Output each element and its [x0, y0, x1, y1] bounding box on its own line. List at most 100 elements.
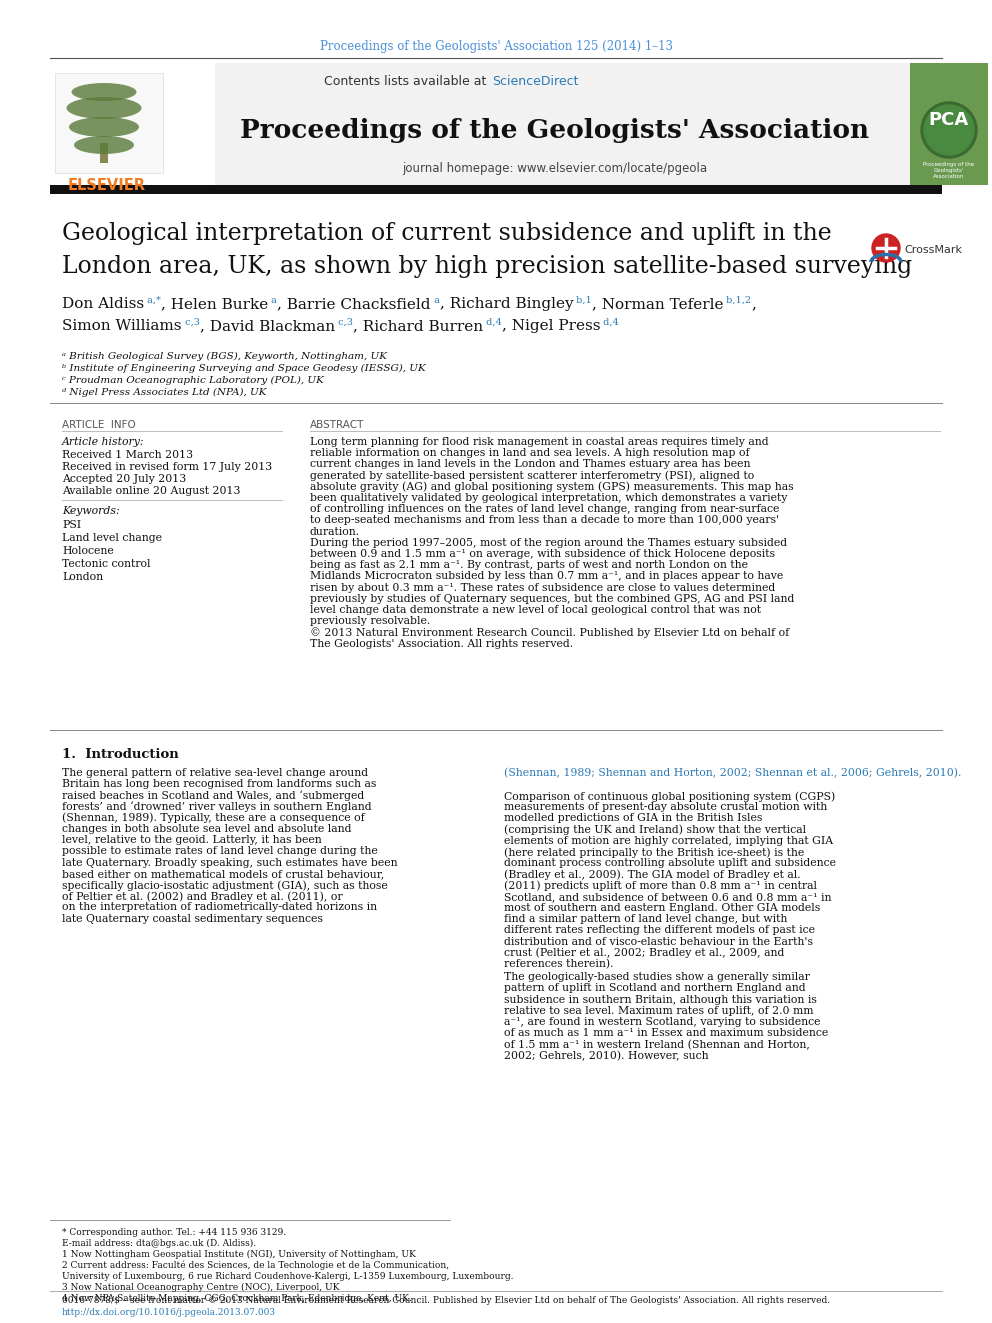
Text: (Shennan, 1989; Shennan and Horton, 2002; Shennan et al., 2006; Gehrels, 2010).: (Shennan, 1989; Shennan and Horton, 2002… — [504, 767, 961, 778]
Text: specifically glacio-isostatic adjustment (GIA), such as those: specifically glacio-isostatic adjustment… — [62, 880, 388, 890]
Circle shape — [924, 105, 974, 155]
Text: distribution and of visco-elastic behaviour in the Earth's: distribution and of visco-elastic behavi… — [504, 937, 813, 946]
Text: late Quaternary coastal sedimentary sequences: late Quaternary coastal sedimentary sequ… — [62, 914, 322, 923]
Text: a⁻¹, are found in western Scotland, varying to subsidence: a⁻¹, are found in western Scotland, vary… — [504, 1017, 820, 1027]
Text: (2011) predicts uplift of more than 0.8 mm a⁻¹ in central: (2011) predicts uplift of more than 0.8 … — [504, 881, 817, 892]
Text: London: London — [62, 572, 103, 582]
Text: Tectonic control: Tectonic control — [62, 560, 151, 569]
Text: absolute gravity (AG) and global positioning system (GPS) measurements. This map: absolute gravity (AG) and global positio… — [310, 482, 794, 492]
Ellipse shape — [74, 136, 134, 153]
Text: http://dx.doi.org/10.1016/j.pgeola.2013.07.003: http://dx.doi.org/10.1016/j.pgeola.2013.… — [62, 1308, 276, 1316]
Text: , Barrie Chacksfield: , Barrie Chacksfield — [277, 296, 431, 311]
Text: The Geologists' Association. All rights reserved.: The Geologists' Association. All rights … — [310, 639, 573, 648]
Bar — [50, 185, 942, 194]
Text: * Corresponding author. Tel.: +44 115 936 3129.: * Corresponding author. Tel.: +44 115 93… — [62, 1228, 286, 1237]
Text: a,*: a,* — [144, 296, 161, 306]
Text: Long term planning for flood risk management in coastal areas requires timely an: Long term planning for flood risk manage… — [310, 437, 769, 447]
Circle shape — [921, 102, 977, 157]
Text: ScienceDirect: ScienceDirect — [492, 75, 578, 89]
Text: a: a — [268, 296, 277, 306]
Bar — [215, 64, 910, 185]
Text: to deep-seated mechanisms and from less than a decade to more than 100,000 years: to deep-seated mechanisms and from less … — [310, 516, 779, 525]
Text: Available online 20 August 2013: Available online 20 August 2013 — [62, 486, 240, 496]
Text: 0016-7878/$ – see front matter © 2013 Natural Environment Research Council. Publ: 0016-7878/$ – see front matter © 2013 Na… — [62, 1297, 830, 1304]
Text: ᵃ British Geological Survey (BGS), Keyworth, Nottingham, UK: ᵃ British Geological Survey (BGS), Keywo… — [62, 352, 387, 361]
Text: pattern of uplift in Scotland and northern England and: pattern of uplift in Scotland and northe… — [504, 983, 806, 994]
Text: b,1: b,1 — [573, 296, 592, 306]
Text: of Peltier et al. (2002) and Bradley et al. (2011), or: of Peltier et al. (2002) and Bradley et … — [62, 892, 342, 902]
Text: ᵇ Institute of Engineering Surveying and Space Geodesy (IESSG), UK: ᵇ Institute of Engineering Surveying and… — [62, 364, 426, 373]
Text: subsidence in southern Britain, although this variation is: subsidence in southern Britain, although… — [504, 995, 816, 1004]
Text: find a similar pattern of land level change, but with: find a similar pattern of land level cha… — [504, 914, 788, 925]
Ellipse shape — [69, 116, 139, 138]
Text: ,: , — [752, 296, 756, 311]
Text: 1 Now Nottingham Geospatial Institute (NGI), University of Nottingham, UK: 1 Now Nottingham Geospatial Institute (N… — [62, 1250, 416, 1259]
Text: The general pattern of relative sea-level change around: The general pattern of relative sea-leve… — [62, 767, 368, 778]
Text: Simon Williams: Simon Williams — [62, 319, 182, 333]
Text: , Nigel Press: , Nigel Press — [502, 319, 600, 333]
Text: , Richard Burren: , Richard Burren — [352, 319, 483, 333]
Text: ELSEVIER: ELSEVIER — [68, 179, 146, 193]
Text: c,3: c,3 — [182, 318, 199, 327]
Text: 4 Now NPA Satellite Mapping, CGG, Crockham Park, Edenbridge, Kent, UK.: 4 Now NPA Satellite Mapping, CGG, Crockh… — [62, 1294, 412, 1303]
Text: d,4: d,4 — [483, 318, 502, 327]
Text: possible to estimate rates of land level change during the: possible to estimate rates of land level… — [62, 847, 378, 856]
Bar — [55, 73, 163, 173]
Text: , David Blackman: , David Blackman — [199, 319, 334, 333]
Text: modelled predictions of GIA in the British Isles: modelled predictions of GIA in the Briti… — [504, 814, 763, 823]
Text: relative to sea level. Maximum rates of uplift, of 2.0 mm: relative to sea level. Maximum rates of … — [504, 1005, 813, 1016]
Text: Received in revised form 17 July 2013: Received in revised form 17 July 2013 — [62, 462, 272, 472]
Text: generated by satellite-based persistent scatterer interferometry (PSI), aligned : generated by satellite-based persistent … — [310, 471, 754, 482]
Text: (Shennan, 1989). Typically, these are a consequence of: (Shennan, 1989). Typically, these are a … — [62, 812, 365, 823]
Text: Comparison of continuous global positioning system (CGPS): Comparison of continuous global position… — [504, 791, 835, 802]
Text: Received 1 March 2013: Received 1 March 2013 — [62, 450, 193, 460]
Text: 1.  Introduction: 1. Introduction — [62, 747, 179, 761]
Text: previously by studies of Quaternary sequences, but the combined GPS, AG and PSI : previously by studies of Quaternary sequ… — [310, 594, 795, 603]
Text: ᵈ Nigel Press Associates Ltd (NPA), UK: ᵈ Nigel Press Associates Ltd (NPA), UK — [62, 388, 267, 397]
Text: London area, UK, as shown by high precision satellite-based surveying: London area, UK, as shown by high precis… — [62, 255, 913, 278]
Ellipse shape — [66, 97, 142, 119]
Text: reliable information on changes in land and sea levels. A high resolution map of: reliable information on changes in land … — [310, 448, 750, 458]
Text: duration.: duration. — [310, 527, 360, 537]
Text: University of Luxembourg, 6 rue Richard Coudenhove-Kalergi, L-1359 Luxembourg, L: University of Luxembourg, 6 rue Richard … — [62, 1271, 514, 1281]
Text: elements of motion are highly correlated, implying that GIA: elements of motion are highly correlated… — [504, 836, 833, 845]
Text: most of southern and eastern England. Other GIA models: most of southern and eastern England. Ot… — [504, 904, 820, 913]
Text: Scotland, and subsidence of between 0.6 and 0.8 mm a⁻¹ in: Scotland, and subsidence of between 0.6 … — [504, 892, 831, 902]
Text: previously resolvable.: previously resolvable. — [310, 617, 431, 626]
Ellipse shape — [71, 83, 137, 101]
Text: (Bradley et al., 2009). The GIA model of Bradley et al.: (Bradley et al., 2009). The GIA model of… — [504, 869, 801, 880]
Text: measurements of present-day absolute crustal motion with: measurements of present-day absolute cru… — [504, 802, 827, 812]
Text: Keywords:: Keywords: — [62, 505, 120, 516]
Text: of 1.5 mm a⁻¹ in western Ireland (Shennan and Horton,: of 1.5 mm a⁻¹ in western Ireland (Shenna… — [504, 1040, 809, 1049]
Text: During the period 1997–2005, most of the region around the Thames estuary subsid: During the period 1997–2005, most of the… — [310, 538, 787, 548]
Text: , Norman Teferle: , Norman Teferle — [592, 296, 723, 311]
Text: Proceedings of the
Geologists'
Association: Proceedings of the Geologists' Associati… — [924, 161, 974, 179]
Text: Midlands Microcraton subsided by less than 0.7 mm a⁻¹, and in places appear to h: Midlands Microcraton subsided by less th… — [310, 572, 784, 581]
Text: forests’ and ‘drowned’ river valleys in southern England: forests’ and ‘drowned’ river valleys in … — [62, 802, 372, 812]
Text: current changes in land levels in the London and Thames estuary area has been: current changes in land levels in the Lo… — [310, 459, 751, 470]
Text: © 2013 Natural Environment Research Council. Published by Elsevier Ltd on behalf: © 2013 Natural Environment Research Coun… — [310, 627, 790, 638]
Text: Contents lists available at: Contents lists available at — [323, 75, 490, 89]
Text: references therein).: references therein). — [504, 959, 613, 970]
Text: being as fast as 2.1 mm a⁻¹. By contrast, parts of west and north London on the: being as fast as 2.1 mm a⁻¹. By contrast… — [310, 560, 748, 570]
Text: ARTICLE  INFO: ARTICLE INFO — [62, 419, 136, 430]
Text: Proceedings of the Geologists' Association: Proceedings of the Geologists' Associati… — [240, 118, 870, 143]
Text: changes in both absolute sea level and absolute land: changes in both absolute sea level and a… — [62, 824, 351, 833]
Text: based either on mathematical models of crustal behaviour,: based either on mathematical models of c… — [62, 869, 384, 878]
Text: Don Aldiss: Don Aldiss — [62, 296, 144, 311]
Text: Britain has long been recognised from landforms such as: Britain has long been recognised from la… — [62, 779, 376, 790]
Text: d,4: d,4 — [600, 318, 619, 327]
Text: PCA: PCA — [929, 111, 969, 130]
Text: of controlling influences on the rates of land level change, ranging from near-s: of controlling influences on the rates o… — [310, 504, 780, 515]
Text: , Richard Bingley: , Richard Bingley — [439, 296, 573, 311]
Text: Land level change: Land level change — [62, 533, 162, 542]
Text: (comprising the UK and Ireland) show that the vertical: (comprising the UK and Ireland) show tha… — [504, 824, 806, 835]
Text: Proceedings of the Geologists' Association 125 (2014) 1–13: Proceedings of the Geologists' Associati… — [319, 40, 673, 53]
Text: dominant process controlling absolute uplift and subsidence: dominant process controlling absolute up… — [504, 859, 836, 868]
Text: on the interpretation of radiometrically-dated horizons in: on the interpretation of radiometrically… — [62, 902, 377, 913]
Text: different rates reflecting the different models of past ice: different rates reflecting the different… — [504, 925, 815, 935]
Text: ABSTRACT: ABSTRACT — [310, 419, 364, 430]
Text: E-mail address: dta@bgs.ac.uk (D. Aldiss).: E-mail address: dta@bgs.ac.uk (D. Aldiss… — [62, 1240, 256, 1248]
Text: 2 Current address: Faculté des Sciences, de la Technologie et de la Communicatio: 2 Current address: Faculté des Sciences,… — [62, 1261, 449, 1270]
Text: ᶜ Proudman Oceanographic Laboratory (POL), UK: ᶜ Proudman Oceanographic Laboratory (POL… — [62, 376, 323, 385]
